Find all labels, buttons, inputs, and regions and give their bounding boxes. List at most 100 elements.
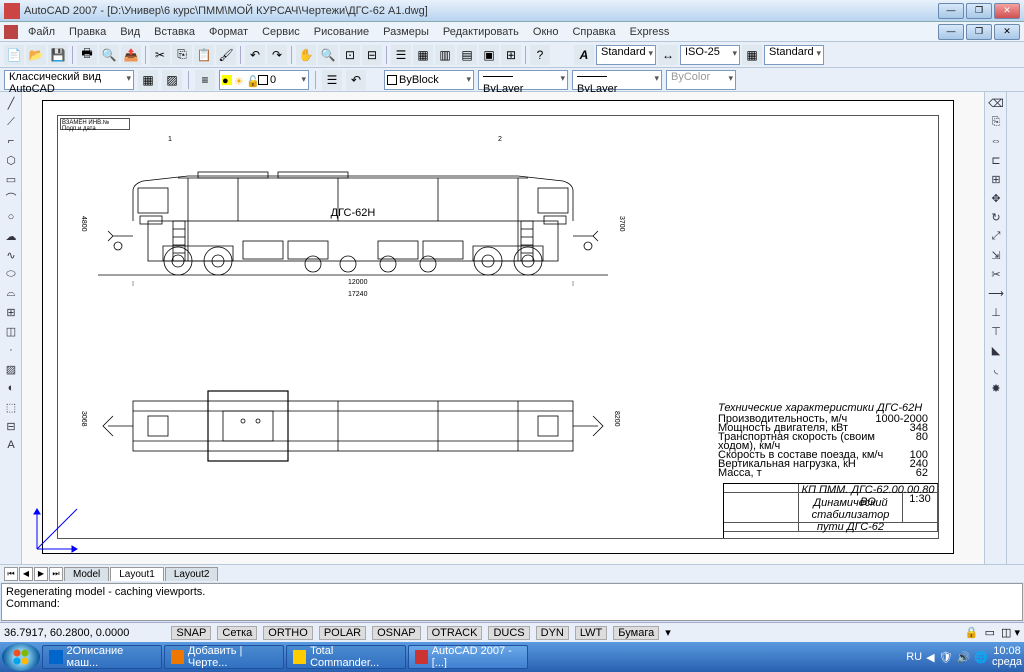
preview-icon[interactable]: 🔍 xyxy=(99,45,119,65)
tray-icon[interactable]: 🌐 xyxy=(974,651,988,664)
layer-combo[interactable]: ●☀🔓 0 xyxy=(219,70,309,90)
dimstyle-combo[interactable]: ISO-25 xyxy=(680,45,740,65)
task-item[interactable]: AutoCAD 2007 - [...] xyxy=(408,645,528,669)
move-icon[interactable]: ✥ xyxy=(987,189,1005,207)
tablestyle-combo[interactable]: Standard xyxy=(764,45,824,65)
status-icon[interactable]: ▾ xyxy=(665,626,671,639)
layer-prop-icon[interactable]: ≡ xyxy=(195,70,215,90)
system-tray[interactable]: RU ◀ 🛡 🔊 🌐 10:08среда xyxy=(906,646,1022,668)
visual-style-combo[interactable]: Классический вид AutoCAD xyxy=(4,70,134,90)
stretch-icon[interactable]: ⇲ xyxy=(987,246,1005,264)
spline-icon[interactable]: ∿ xyxy=(2,246,20,264)
textstyle-icon[interactable]: A xyxy=(574,45,594,65)
ducs-toggle[interactable]: DUCS xyxy=(488,626,529,640)
ortho-toggle[interactable]: ORTHO xyxy=(263,626,313,640)
ellipsearc-icon[interactable]: ⌓ xyxy=(2,284,20,302)
command-line[interactable]: Regenerating model - caching viewports. … xyxy=(1,583,1023,621)
copy-icon[interactable]: ⎘ xyxy=(172,45,192,65)
task-item[interactable]: 2Описание маш... xyxy=(42,645,162,669)
paper-toggle[interactable]: Бумага xyxy=(613,626,659,640)
polar-toggle[interactable]: POLAR xyxy=(319,626,366,640)
tray-lock-icon[interactable]: 🔒 xyxy=(965,626,979,639)
rotate-icon[interactable]: ↻ xyxy=(987,208,1005,226)
extend-icon[interactable]: ⟶ xyxy=(987,284,1005,302)
tablestyle-icon[interactable]: ▦ xyxy=(742,45,762,65)
revcloud-icon[interactable]: ☁ xyxy=(2,227,20,245)
point-icon[interactable]: · xyxy=(2,341,20,359)
dyn-toggle[interactable]: DYN xyxy=(536,626,569,640)
menu-format[interactable]: Формат xyxy=(203,24,254,40)
color-combo[interactable]: ByBlock xyxy=(384,70,474,90)
layer-states-icon[interactable]: ☰ xyxy=(322,70,342,90)
menu-file[interactable]: Файл xyxy=(22,24,61,40)
ssm-icon[interactable]: ▤ xyxy=(457,45,477,65)
table-icon[interactable]: ⊟ xyxy=(2,417,20,435)
circle-icon[interactable]: ○ xyxy=(2,208,20,226)
zoom-win-icon[interactable]: ⊡ xyxy=(340,45,360,65)
new-icon[interactable]: 📄 xyxy=(4,45,24,65)
line-icon[interactable]: ╱ xyxy=(2,94,20,112)
arc-icon[interactable]: ⌒ xyxy=(2,189,20,207)
match-icon[interactable]: 🖌 xyxy=(216,45,236,65)
mirror-icon[interactable]: ⇔ xyxy=(987,132,1005,150)
tab-layout1[interactable]: Layout1 xyxy=(110,567,164,581)
vs2-icon[interactable]: ▨ xyxy=(162,70,182,90)
copy2-icon[interactable]: ⎘ xyxy=(987,113,1005,131)
menu-modify[interactable]: Редактировать xyxy=(437,24,525,40)
polygon-icon[interactable]: ⬡ xyxy=(2,151,20,169)
menu-help[interactable]: Справка xyxy=(566,24,621,40)
dc-icon[interactable]: ▦ xyxy=(413,45,433,65)
tray-annot-icon[interactable]: ▭ xyxy=(985,626,995,639)
tray-icon[interactable]: 🔊 xyxy=(957,651,971,664)
array-icon[interactable]: ⊞ xyxy=(987,170,1005,188)
lweight-combo[interactable]: ByLayer xyxy=(572,70,662,90)
start-button[interactable] xyxy=(2,643,40,671)
paste-icon[interactable]: 📋 xyxy=(194,45,214,65)
zoom-rt-icon[interactable]: 🔍 xyxy=(318,45,338,65)
gradient-icon[interactable]: ◐ xyxy=(2,379,20,397)
mdi-max-button[interactable]: ❐ xyxy=(966,24,992,40)
mdi-min-button[interactable]: — xyxy=(938,24,964,40)
ellipse-icon[interactable]: ⬭ xyxy=(2,265,20,283)
join-icon[interactable]: ⊤ xyxy=(987,322,1005,340)
scroll-bar-v[interactable] xyxy=(1006,92,1024,564)
offset-icon[interactable]: ⊏ xyxy=(987,151,1005,169)
rect-icon[interactable]: ▭ xyxy=(2,170,20,188)
redo-icon[interactable]: ↷ xyxy=(267,45,287,65)
maximize-button[interactable]: ❐ xyxy=(966,3,992,19)
tab-first-icon[interactable]: ⏮ xyxy=(4,567,18,581)
pan-icon[interactable]: ✋ xyxy=(296,45,316,65)
explode-icon[interactable]: ✸ xyxy=(987,379,1005,397)
textstyle-combo[interactable]: Standard xyxy=(596,45,656,65)
menu-express[interactable]: Express xyxy=(624,24,676,40)
dimstyle-icon[interactable]: ↔ xyxy=(658,45,678,65)
minimize-button[interactable]: — xyxy=(938,3,964,19)
erase-icon[interactable]: ⌫ xyxy=(987,94,1005,112)
menu-dim[interactable]: Размеры xyxy=(377,24,435,40)
tray-clean-icon[interactable]: ◫ ▾ xyxy=(1001,626,1020,639)
help-icon[interactable]: ? xyxy=(530,45,550,65)
zoom-prev-icon[interactable]: ⊟ xyxy=(362,45,382,65)
block-icon[interactable]: ◫ xyxy=(2,322,20,340)
osnap-toggle[interactable]: OSNAP xyxy=(372,626,421,640)
drawing-canvas[interactable]: ВЗАМЕН ИНВ.№ Подп.и дата 1 2 xyxy=(22,92,984,564)
menu-edit[interactable]: Правка xyxy=(63,24,112,40)
layer-prev-icon[interactable]: ↶ xyxy=(346,70,366,90)
cut-icon[interactable]: ✂ xyxy=(150,45,170,65)
menu-view[interactable]: Вид xyxy=(114,24,146,40)
menu-draw[interactable]: Рисование xyxy=(308,24,375,40)
tp-icon[interactable]: ▥ xyxy=(435,45,455,65)
undo-icon[interactable]: ↶ xyxy=(245,45,265,65)
task-item[interactable]: Добавить | Черте... xyxy=(164,645,284,669)
mdi-close-button[interactable]: ✕ xyxy=(994,24,1020,40)
publish-icon[interactable]: 📤 xyxy=(121,45,141,65)
close-button[interactable]: ✕ xyxy=(994,3,1020,19)
pline-icon[interactable]: ⌐ xyxy=(2,132,20,150)
tab-prev-icon[interactable]: ◀ xyxy=(19,567,33,581)
tab-layout2[interactable]: Layout2 xyxy=(165,567,219,581)
fillet-icon[interactable]: ◟ xyxy=(987,360,1005,378)
tab-next-icon[interactable]: ▶ xyxy=(34,567,48,581)
save-icon[interactable]: 💾 xyxy=(48,45,68,65)
vs-icon[interactable]: ▦ xyxy=(138,70,158,90)
otrack-toggle[interactable]: OTRACK xyxy=(427,626,483,640)
